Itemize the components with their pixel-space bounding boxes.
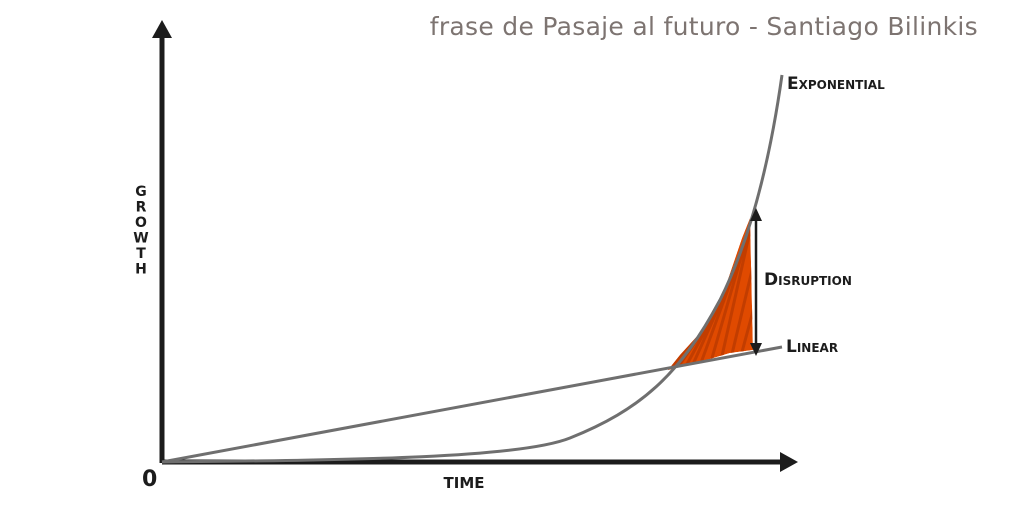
origin-label: 0 xyxy=(142,467,157,492)
exponential-label: Exponential xyxy=(787,74,885,94)
linear-label: Linear xyxy=(786,337,838,357)
linear-curve xyxy=(161,345,783,464)
exponential-curve xyxy=(161,74,784,464)
disruption-label: Disruption xyxy=(764,270,852,290)
disruption-arrow-bottom-head xyxy=(750,343,762,356)
disruption-fill xyxy=(668,218,753,370)
page-title: frase de Pasaje al futuro - Santiago Bil… xyxy=(429,12,978,41)
x-axis-label: TIME xyxy=(444,474,485,492)
y-axis-arrowhead xyxy=(152,20,172,38)
disruption-arrow-top-head xyxy=(750,208,762,221)
disruption-highlight xyxy=(668,218,753,370)
x-axis-arrowhead xyxy=(780,452,798,472)
